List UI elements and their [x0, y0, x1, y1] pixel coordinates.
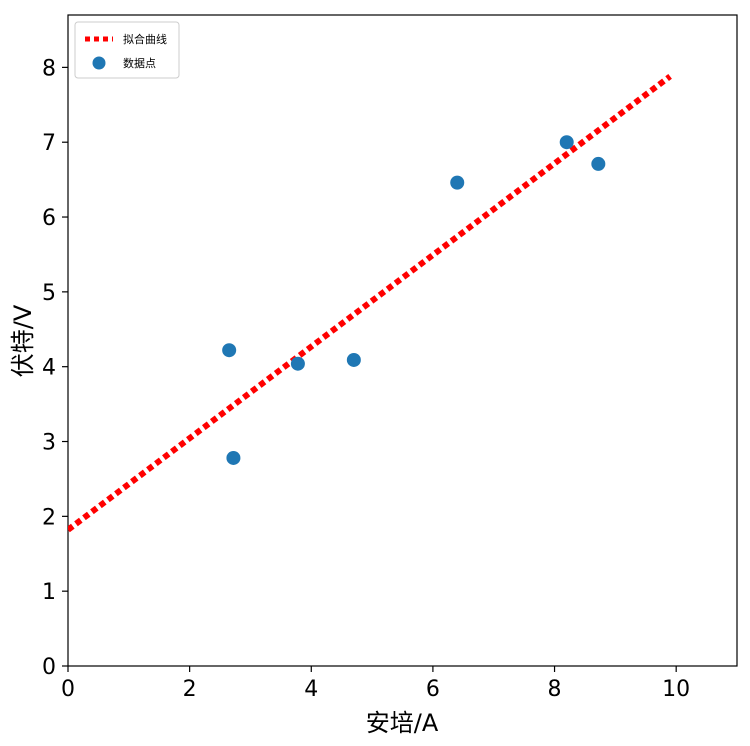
data-point [591, 156, 606, 171]
y-tick-label: 6 [42, 206, 56, 231]
x-axis-title: 安培/A [366, 709, 439, 737]
x-tick-label: 2 [183, 677, 197, 702]
y-tick-label: 7 [42, 131, 56, 156]
y-tick-label: 8 [42, 56, 56, 81]
x-tick-label: 4 [304, 677, 318, 702]
y-axis-title: 伏特/V [9, 304, 37, 377]
series-group [68, 73, 672, 533]
axis-ticks: 0 2 4 6 8 10 0 1 2 3 4 5 6 7 8 [42, 56, 690, 702]
y-tick-label: 4 [42, 356, 56, 381]
data-point [290, 356, 305, 371]
legend-label: 拟合曲线 [123, 32, 167, 46]
x-tick-label: 6 [426, 677, 440, 702]
y-tick-label: 2 [42, 505, 56, 530]
data-point [346, 352, 361, 367]
plot-area [67, 14, 738, 667]
fit-line [68, 73, 672, 533]
data-point [222, 343, 237, 358]
x-tick-label: 8 [548, 677, 562, 702]
x-tick-label: 10 [662, 677, 690, 702]
y-tick-label: 5 [42, 281, 56, 306]
legend-label: 数据点 [123, 56, 156, 70]
axes-frame [67, 14, 738, 667]
legend-point-swatch [92, 56, 106, 70]
data-point [559, 135, 574, 150]
y-tick-label: 0 [42, 655, 56, 680]
y-tick-label: 1 [42, 580, 56, 605]
data-point [450, 175, 465, 190]
y-tick-label: 3 [42, 431, 56, 456]
x-tick-label: 0 [61, 677, 75, 702]
data-point [226, 450, 241, 465]
